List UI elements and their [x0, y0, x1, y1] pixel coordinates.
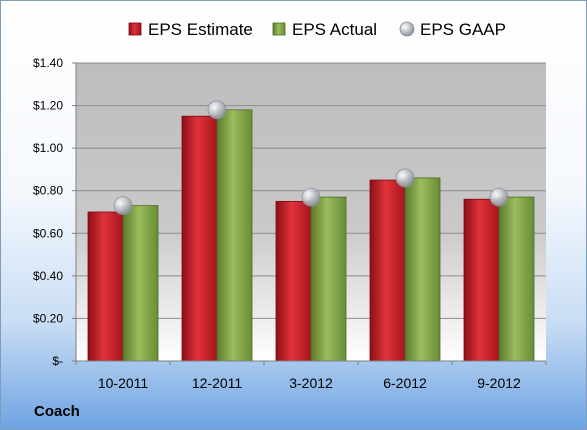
bar-eps-actual	[498, 196, 535, 362]
legend-swatch-eps-gaap	[399, 21, 415, 37]
company-label: Coach	[34, 403, 80, 420]
marker-eps-gaap	[301, 187, 321, 207]
legend-label: EPS Estimate	[148, 20, 253, 39]
bar-eps-actual	[216, 109, 253, 362]
x-tick-label: 3-2012	[289, 375, 333, 391]
y-axis: $1.40 $1.20 $1.00 $0.80 $0.60 $0.40 $0.20 $-	[33, 56, 77, 368]
y-tick-label: $0.20	[33, 311, 63, 325]
bars	[87, 109, 535, 362]
x-tick-label: 6-2012	[383, 375, 427, 391]
bar-eps-estimate	[275, 200, 312, 362]
legend-label: EPS GAAP	[420, 20, 506, 39]
x-tick-label: 12-2011	[192, 375, 243, 391]
bar-eps-actual	[310, 196, 347, 362]
marker-eps-gaap	[489, 187, 509, 207]
legend: EPS Estimate EPS Actual EPS GAAP	[128, 20, 506, 39]
marker-eps-gaap	[395, 168, 415, 188]
bar-eps-actual	[404, 177, 441, 362]
bar-eps-actual	[122, 205, 159, 362]
bar-eps-estimate	[463, 198, 500, 362]
y-tick-label: $0.40	[33, 269, 63, 283]
y-tick-label: $0.60	[33, 226, 63, 240]
x-tick-label: 9-2012	[477, 375, 521, 391]
legend-swatch-eps-actual	[272, 22, 286, 36]
bar-eps-estimate	[181, 115, 218, 362]
legend-swatch-eps-estimate	[128, 22, 142, 36]
marker-eps-gaap	[113, 196, 133, 216]
marker-eps-gaap	[207, 100, 227, 120]
y-tick-label: $1.40	[33, 56, 63, 70]
legend-label: EPS Actual	[292, 20, 377, 39]
y-tick-label: $1.00	[33, 141, 63, 155]
bar-eps-estimate	[369, 179, 406, 362]
y-tick-label: $0.80	[33, 184, 63, 198]
y-tick-label: $-	[52, 354, 63, 368]
gaap-markers	[113, 100, 509, 216]
bar-eps-estimate	[87, 211, 124, 362]
x-axis: 10-2011 12-2011 3-2012 6-2012 9-2012	[75, 360, 547, 391]
x-tick-label: 10-2011	[98, 375, 149, 391]
y-tick-label: $1.20	[33, 99, 63, 113]
